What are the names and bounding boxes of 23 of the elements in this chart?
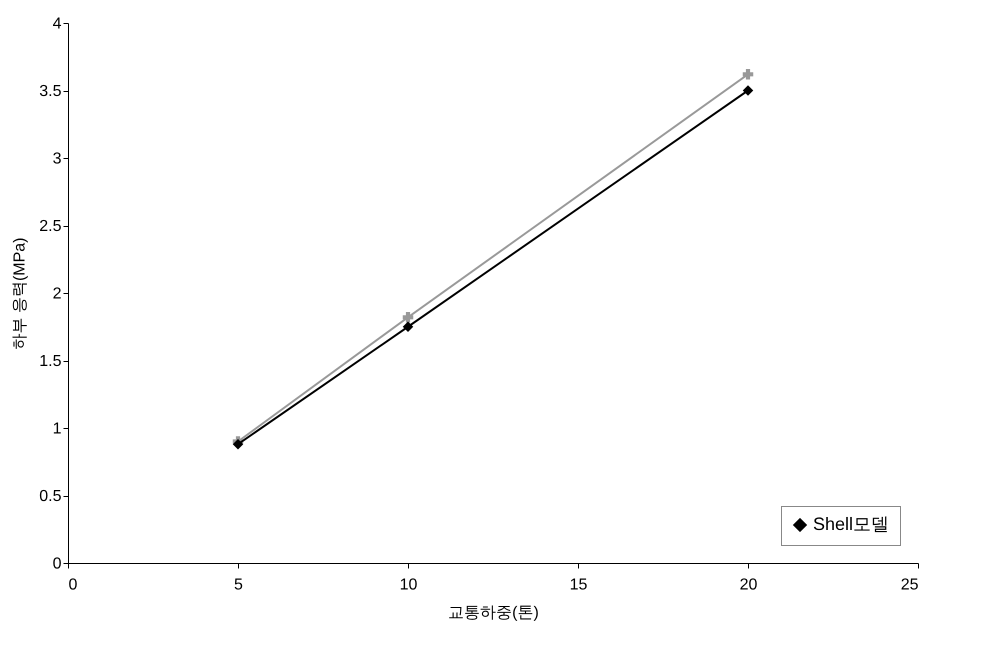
legend-label: Shell모델 [813, 514, 890, 534]
y-tick-label: 0.5 [39, 488, 62, 505]
y-tick-label: 1 [52, 420, 62, 438]
y-axis-title: 하부 응력(MPa) [11, 238, 28, 350]
point [402, 312, 414, 323]
point [402, 322, 414, 332]
y-tick-label: 4 [52, 16, 62, 32]
x-tick-label: 25 [900, 576, 919, 594]
y-tick-label: 2 [52, 286, 62, 302]
y-tick-label: 3 [52, 150, 62, 168]
y-tick-label: 3.5 [39, 83, 62, 100]
x-tick-label: 0 [68, 576, 78, 594]
y-tick-label: 2.5 [39, 218, 62, 235]
x-tick-label: 10 [400, 576, 418, 594]
point [742, 85, 754, 96]
x-tick-label: 15 [570, 576, 588, 594]
x-tick-label: 20 [740, 576, 758, 594]
x-axis-title: 교통하중(톤) [448, 604, 539, 622]
y-tick-label: 1.5 [39, 353, 62, 370]
x-tick-label: 5 [234, 576, 244, 594]
y-tick-label: 0 [52, 556, 62, 572]
point [232, 438, 244, 450]
point [742, 69, 754, 80]
